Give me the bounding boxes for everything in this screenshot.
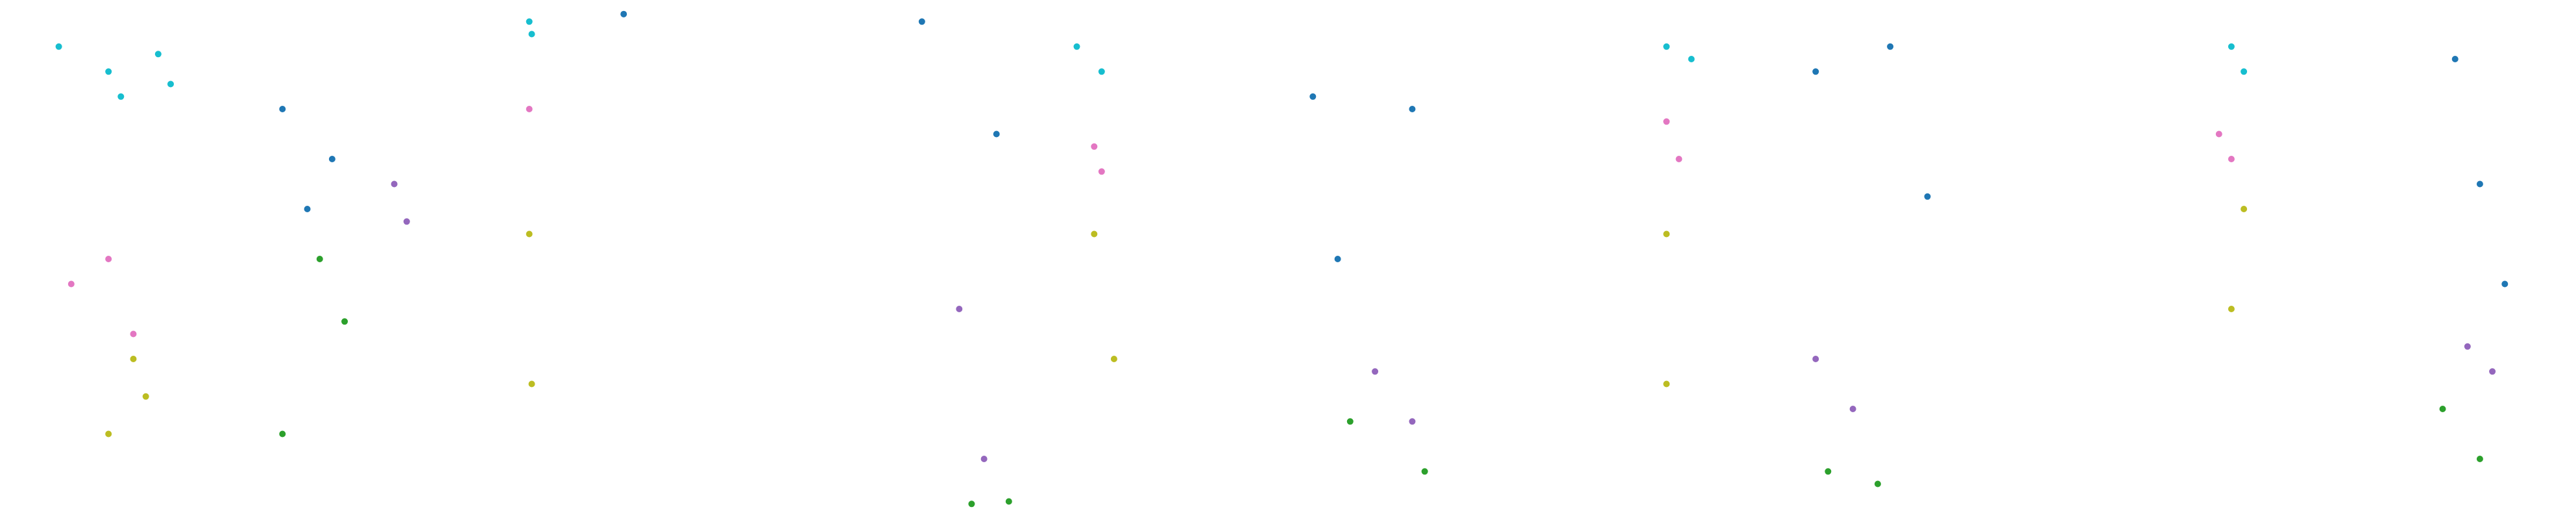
scatter-point-blue-5-3	[2501, 280, 2509, 288]
scatter-point-cyan-5-2	[2241, 68, 2248, 75]
scatter-point-cyan-1-1	[105, 68, 112, 75]
panels	[55, 10, 2509, 508]
scatter-point-green-3-1	[1346, 418, 1354, 425]
scatter-point-purple-1-2	[403, 218, 410, 225]
scatter-point-pink-2-1	[526, 106, 533, 112]
scatter-point-blue-4-1	[1812, 68, 1819, 75]
scatter-point-green-3-2	[1421, 468, 1428, 475]
scatter-point-cyan-4-2	[1688, 56, 1695, 62]
scatter-point-olive-3-1	[1091, 230, 1098, 238]
scatter-point-pink-4-2	[1675, 156, 1683, 162]
scatter-point-olive-5-2	[2228, 306, 2235, 312]
scatter-point-cyan-1-4	[167, 80, 174, 88]
scatter-point-green-1-3	[279, 430, 286, 438]
scatter-point-cyan-1-5	[117, 93, 125, 100]
scatter-panel-1	[55, 43, 410, 438]
scatter-point-blue-1-1	[279, 106, 286, 112]
scatter-point-pink-5-2	[2228, 156, 2235, 162]
scatter-point-blue-3-2	[1409, 106, 1416, 112]
scatter-point-green-2-2	[1005, 498, 1012, 505]
scatter-point-green-4-2	[1874, 480, 1881, 487]
scatter-point-blue-3-3	[1334, 256, 1341, 262]
scatter-point-olive-1-3	[105, 430, 112, 438]
scatter-point-pink-5-1	[2215, 130, 2222, 138]
scatter-point-cyan-5-1	[2228, 43, 2235, 50]
scatter-point-olive-4-1	[1663, 230, 1670, 238]
scatter-point-olive-5-1	[2241, 206, 2248, 212]
scatter-point-cyan-2-2	[528, 31, 535, 38]
scatter-panel-2	[526, 10, 1012, 508]
scatter-point-purple-5-2	[2489, 368, 2496, 375]
scatter-point-pink-4-1	[1663, 118, 1670, 125]
scatter-point-blue-1-3	[304, 206, 311, 212]
scatter-point-cyan-3-1	[1073, 43, 1080, 50]
scatter-point-blue-2-2	[918, 18, 925, 25]
scatter-point-blue-3-1	[1309, 93, 1317, 100]
scatter-point-purple-3-2	[1409, 418, 1416, 425]
scatter-point-purple-2-2	[980, 456, 988, 462]
scatter-point-blue-5-1	[2451, 56, 2459, 62]
scatter-point-blue-4-3	[1924, 193, 1931, 200]
scatter-point-green-4-1	[1825, 468, 1832, 475]
scatter-panel-3	[1073, 43, 1428, 475]
scatter-point-purple-5-1	[2464, 343, 2471, 350]
scatter-point-cyan-1-3	[55, 43, 62, 50]
scatter-panel-5	[2215, 43, 2509, 462]
scatter-point-green-5-2	[2476, 456, 2483, 462]
scatter-point-olive-3-2	[1110, 356, 1117, 362]
scatter-point-purple-1-1	[391, 180, 398, 188]
scatter-point-blue-5-2	[2476, 180, 2483, 188]
scatter-point-blue-2-3	[993, 130, 1000, 138]
scatter-point-blue-4-2	[1887, 43, 1894, 50]
scatter-point-cyan-3-2	[1098, 68, 1105, 75]
scatter-point-green-1-2	[341, 318, 348, 325]
scatter-point-olive-1-2	[142, 393, 149, 400]
scatter-point-pink-1-3	[130, 330, 137, 338]
scatter-point-pink-3-2	[1098, 168, 1105, 175]
scatter-point-pink-3-1	[1091, 143, 1098, 150]
scatter-point-blue-2-1	[620, 10, 627, 18]
scatter-point-olive-4-2	[1663, 380, 1670, 388]
scatter-point-purple-4-2	[1849, 406, 1856, 412]
scatter-point-purple-2-1	[956, 306, 963, 312]
scatter-point-pink-1-1	[67, 280, 75, 288]
scatter-point-green-1-1	[316, 256, 323, 262]
scatter-point-purple-3-1	[1372, 368, 1379, 375]
scatter-point-green-5-1	[2439, 406, 2446, 412]
scatter-point-cyan-2-1	[526, 18, 533, 25]
scatter-point-purple-4-1	[1812, 356, 1819, 362]
scatter-point-olive-2-1	[526, 230, 533, 238]
scatter-point-cyan-4-1	[1663, 43, 1670, 50]
scatter-point-green-2-1	[968, 500, 975, 508]
scatter-point-olive-1-1	[130, 356, 137, 362]
scatter-panel-4	[1663, 43, 1931, 487]
scatter-point-blue-1-2	[328, 156, 335, 162]
scatter-point-pink-1-2	[105, 256, 112, 262]
scatter-point-cyan-1-2	[154, 51, 162, 58]
scatter-point-olive-2-2	[528, 380, 535, 388]
